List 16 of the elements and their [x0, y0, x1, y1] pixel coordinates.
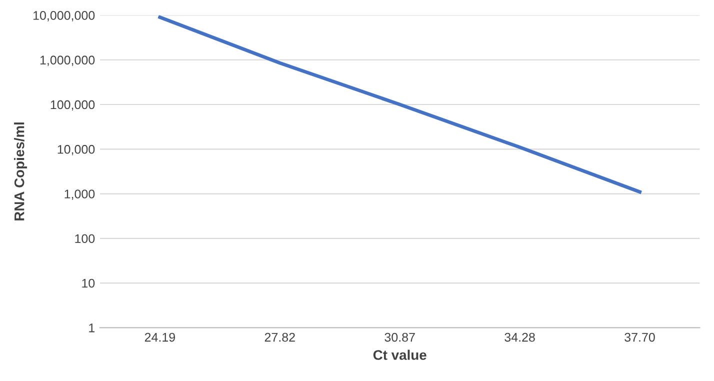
y-tick-label: 10,000,000 — [33, 11, 95, 22]
y-tick-label: 1 — [89, 324, 94, 332]
y-tick-label: 1,000 — [64, 190, 95, 200]
y-tick-label: 100 — [75, 234, 95, 244]
y-axis-title: RNA Copies/ml — [14, 122, 27, 220]
x-tick-label: 27.82 — [264, 332, 295, 342]
x-axis-title: Ct value — [373, 350, 426, 360]
x-tick-label: 30.87 — [384, 332, 415, 342]
y-tick-label: 100,000 — [50, 100, 95, 111]
y-tick-label: 10 — [82, 278, 95, 288]
line-series — [158, 16, 642, 194]
x-tick-label: 34.28 — [504, 332, 535, 342]
x-tick-label: 24.19 — [144, 332, 175, 342]
x-tick-label: 37.70 — [624, 332, 655, 342]
y-tick-label: 10,000 — [58, 144, 95, 156]
y-tick-label: 1,000,000 — [40, 56, 95, 66]
